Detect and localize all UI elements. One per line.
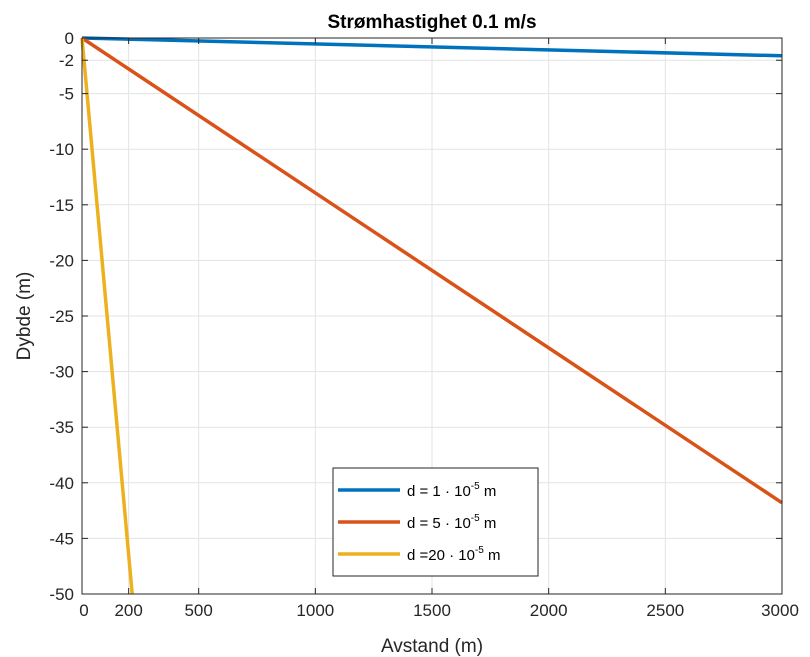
y-tick-label: -2 [59, 51, 74, 70]
legend-label-2: d = 5 · 10-5 m [407, 513, 496, 532]
axes [81, 37, 783, 595]
y-tick-label: 0 [65, 29, 74, 48]
x-tick-label: 500 [184, 601, 212, 620]
x-tick-label: 200 [114, 601, 142, 620]
y-tick-label: -10 [49, 140, 74, 159]
series-line-2 [81, 36, 783, 505]
y-tick-label: -35 [49, 418, 74, 437]
y-tick-label: -40 [49, 474, 74, 493]
y-tick-label: -50 [49, 585, 74, 604]
x-tick-label: 1500 [413, 601, 451, 620]
y-axis-label: Dybde (m) [14, 272, 35, 361]
y-tick-label: -25 [49, 307, 74, 326]
x-tick-label: 2000 [530, 601, 568, 620]
legend-label-1: d = 1 · 10-5 m [407, 481, 496, 500]
y-tick-label: -20 [49, 251, 74, 270]
x-tick-label: 2500 [646, 601, 684, 620]
y-tick-label: -15 [49, 196, 74, 215]
y-tick-label: -30 [49, 363, 74, 382]
tick-labels: 0 200 500 1000 1500 2000 2500 3000 0 -2 -5 -10 -15 -2… [49, 29, 798, 620]
x-tick-label: 3000 [761, 601, 799, 620]
y-tick-label: -5 [59, 85, 74, 104]
legend: d = 1 · 10-5 m d = 5 · 10-5 m d =20 · 10-5… [332, 467, 539, 577]
x-axis-label: Avstand (m) [381, 636, 483, 657]
x-tick-label: 1000 [296, 601, 334, 620]
y-tick-label: -45 [49, 529, 74, 548]
chart-title: Strømhastighet 0.1 m/s [327, 12, 536, 33]
series-line-3 [80, 37, 134, 595]
x-tick-label: 0 [79, 601, 88, 620]
legend-label-3: d =20 · 10-5 m [407, 545, 501, 564]
